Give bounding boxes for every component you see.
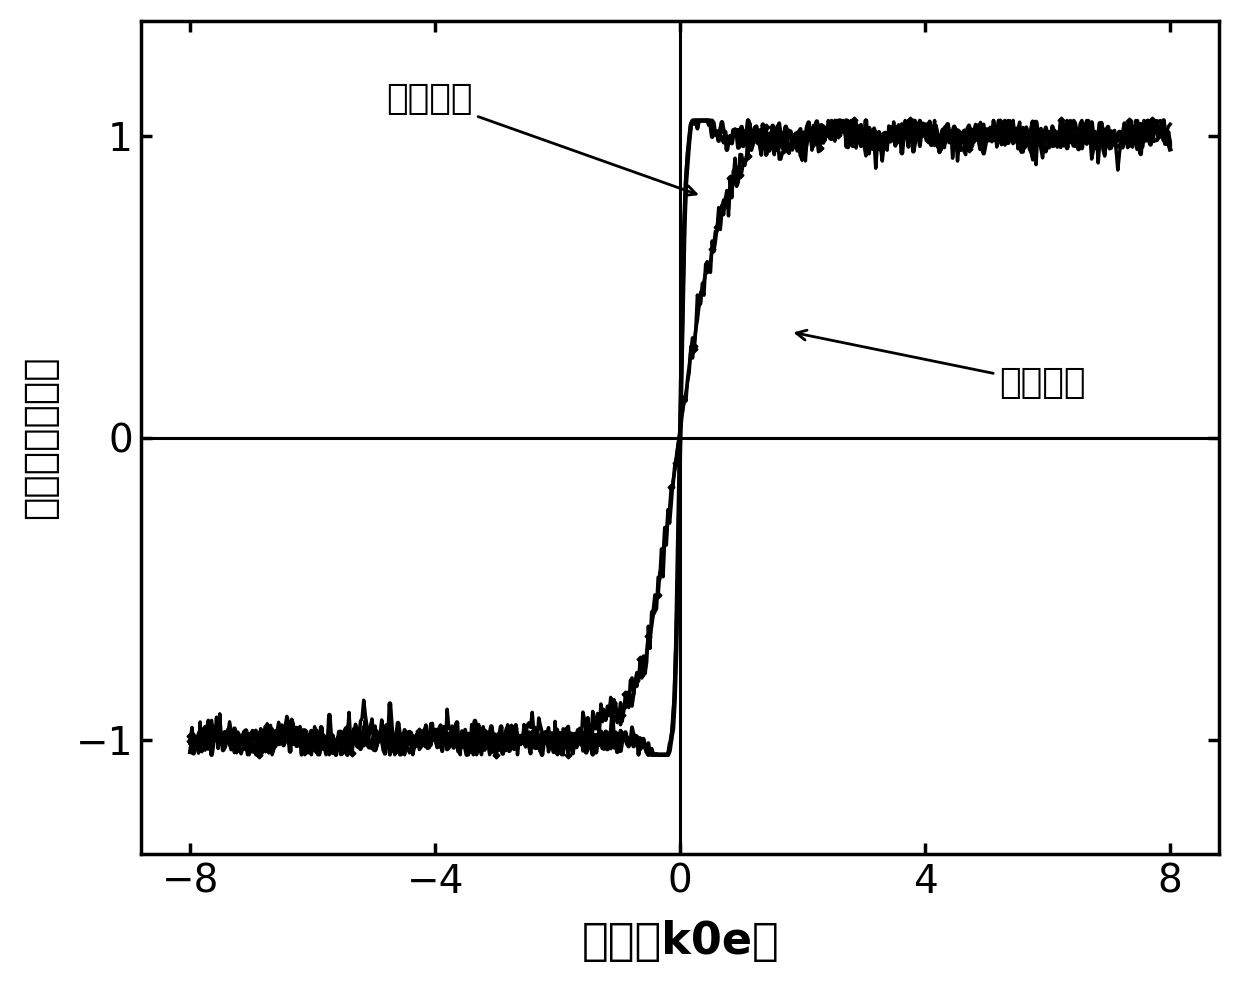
Y-axis label: 归一化磁化强度: 归一化磁化强度 — [21, 356, 58, 520]
Text: 垂直曲线: 垂直曲线 — [387, 83, 696, 196]
Text: 面内曲线: 面内曲线 — [796, 331, 1085, 400]
X-axis label: 磁场（k0e）: 磁场（k0e） — [582, 920, 779, 963]
